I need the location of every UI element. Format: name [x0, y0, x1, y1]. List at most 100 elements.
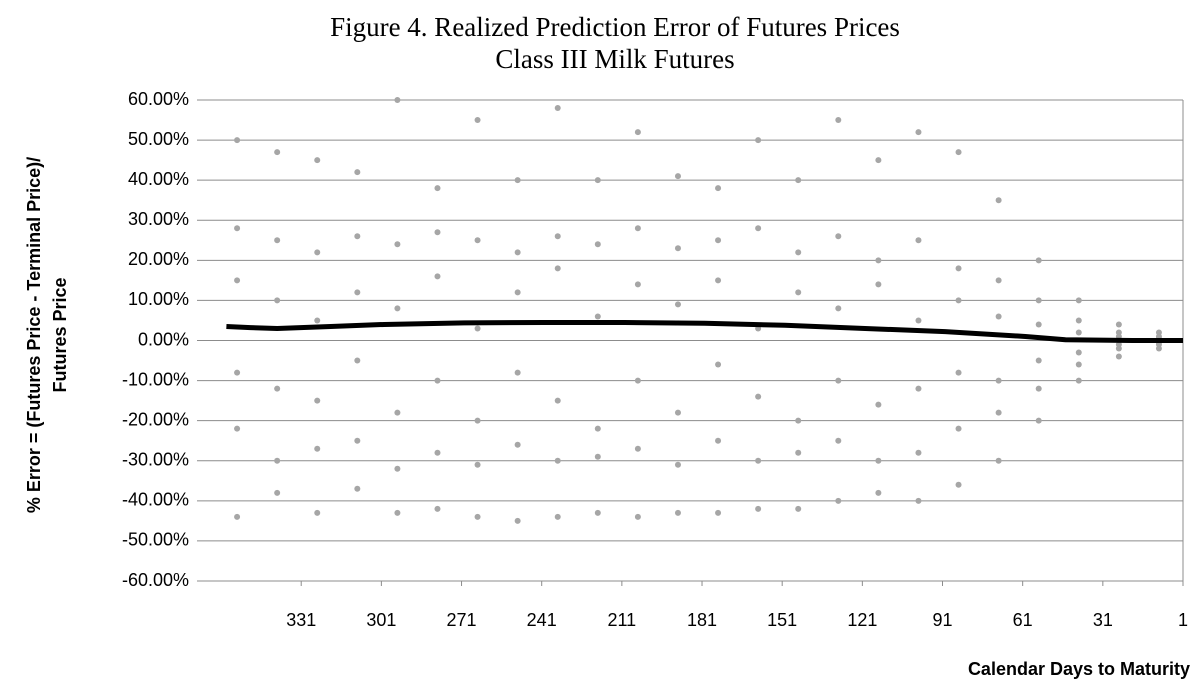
point [314, 249, 321, 256]
point [594, 453, 601, 460]
point [474, 117, 481, 124]
point [1075, 317, 1082, 324]
point [995, 457, 1002, 464]
point [234, 513, 241, 520]
point [674, 409, 681, 416]
point [434, 185, 441, 192]
point [234, 425, 241, 432]
point [1075, 361, 1082, 368]
point [234, 277, 241, 284]
point [554, 397, 561, 404]
point [474, 513, 481, 520]
point [354, 169, 361, 176]
point [755, 457, 762, 464]
point [554, 105, 561, 112]
point [1035, 257, 1042, 264]
point [634, 377, 641, 384]
point [554, 265, 561, 272]
point [915, 237, 922, 244]
point [354, 485, 361, 492]
x-label: Calendar Days to Maturity [968, 659, 1190, 679]
point [394, 97, 401, 103]
point [394, 509, 401, 516]
point [674, 509, 681, 516]
point [875, 457, 882, 464]
point [594, 177, 601, 184]
point [995, 277, 1002, 284]
point [1035, 417, 1042, 424]
point [835, 437, 842, 444]
point [995, 197, 1002, 204]
x-tick-label: 301 [366, 610, 396, 630]
y-tick-label: -10.00% [122, 369, 189, 389]
point [795, 449, 802, 456]
point [1035, 385, 1042, 392]
y-label-line: % Error = (Futures Price - Terminal Pric… [24, 157, 44, 513]
point [354, 289, 361, 296]
point [955, 297, 962, 304]
y-tick-label: 20.00% [128, 249, 189, 269]
point [1075, 329, 1082, 336]
point [394, 465, 401, 472]
mean-line [226, 319, 1183, 343]
point [514, 369, 521, 376]
point [634, 445, 641, 452]
y-tick-label: -50.00% [122, 530, 189, 550]
point [314, 157, 321, 164]
x-tick-label: 61 [1013, 610, 1033, 630]
point [474, 461, 481, 468]
point [995, 409, 1002, 416]
point [594, 241, 601, 248]
point [715, 361, 722, 368]
point [314, 317, 321, 324]
point [715, 237, 722, 244]
point [274, 385, 281, 392]
point [875, 401, 882, 408]
point [875, 281, 882, 288]
point [474, 417, 481, 424]
point [394, 409, 401, 416]
y-tick-label: -40.00% [122, 490, 189, 510]
point [835, 497, 842, 504]
point [915, 449, 922, 456]
point [1035, 321, 1042, 328]
point [755, 505, 762, 512]
point [474, 237, 481, 244]
y-tick-label: 50.00% [128, 129, 189, 149]
point [915, 497, 922, 504]
point [274, 489, 281, 496]
point [835, 233, 842, 240]
point [955, 369, 962, 376]
x-tick-label: 121 [847, 610, 877, 630]
y-tick-label: -60.00% [122, 570, 189, 590]
point [715, 509, 722, 516]
chart-title: Figure 4. Realized Prediction Error of F… [330, 12, 900, 42]
point [715, 185, 722, 192]
point [554, 233, 561, 240]
x-tick-label: 211 [608, 610, 637, 630]
point [835, 305, 842, 312]
point [715, 437, 722, 444]
point [1035, 357, 1042, 364]
point [715, 277, 722, 284]
point [795, 505, 802, 512]
point [634, 225, 641, 232]
y-tick-label: 40.00% [128, 169, 189, 189]
point [995, 377, 1002, 384]
point [795, 417, 802, 424]
point [795, 177, 802, 184]
point [354, 233, 361, 240]
y-tick-label: -30.00% [122, 450, 189, 470]
point [314, 509, 321, 516]
point [1115, 345, 1122, 352]
point [955, 149, 962, 156]
point [1155, 345, 1162, 352]
point [1115, 321, 1122, 328]
x-tick-label: 331 [286, 610, 316, 630]
x-tick-label: 31 [1093, 610, 1113, 630]
point [674, 173, 681, 180]
point [354, 357, 361, 364]
y-label: % Error = (Futures Price - Terminal Pric… [24, 157, 70, 513]
point [674, 245, 681, 252]
